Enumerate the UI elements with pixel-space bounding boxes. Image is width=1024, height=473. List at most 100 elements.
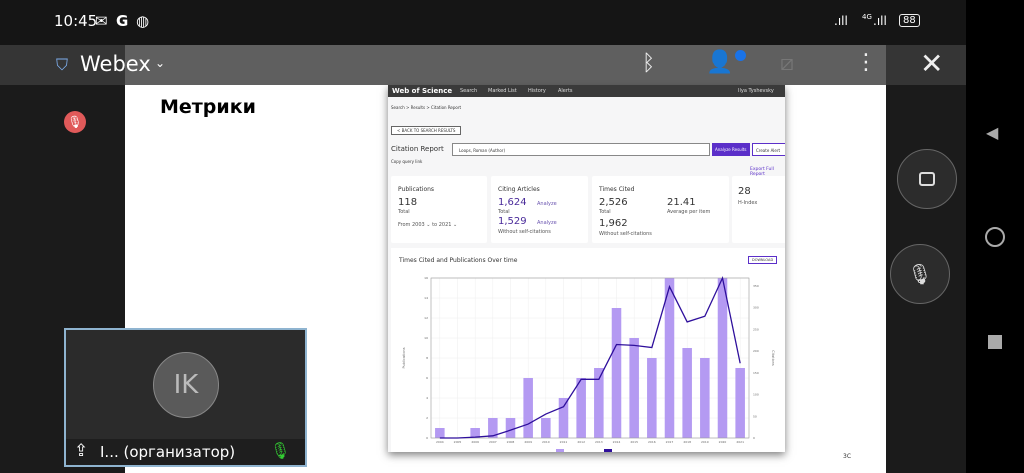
- copy-query-link[interactable]: Copy query link: [391, 159, 423, 164]
- signal-icon: .ıll: [834, 14, 848, 28]
- back-icon[interactable]: ◀: [986, 123, 999, 142]
- layout-button[interactable]: [897, 149, 957, 209]
- citing-articles-card: Citing Articles 1,624 Analyze Total 1,52…: [491, 176, 588, 243]
- citing-total[interactable]: 1,624: [498, 197, 527, 208]
- participant-name: I... (организатор): [100, 443, 236, 461]
- legend-swatch-bars: [556, 449, 564, 452]
- webex-toolbar: ⛉ Webex ⌄ ᛒ 👤 ⧄ ⋮ ✕: [0, 45, 966, 85]
- bar: [505, 418, 516, 438]
- y-tick-label: 12: [424, 316, 428, 320]
- home-icon[interactable]: [985, 227, 1005, 247]
- analyze-link[interactable]: Analyze: [537, 220, 557, 226]
- label: Average per item: [667, 209, 711, 215]
- wos-nav[interactable]: Marked List: [488, 88, 517, 94]
- bar: [576, 378, 586, 438]
- y2-tick-label: 300: [753, 306, 759, 310]
- wos-brand: Web of Science: [392, 87, 453, 95]
- y-tick-label: 10: [424, 336, 428, 340]
- avatar: IK: [153, 352, 219, 418]
- chart: 0 2 4 6 8 10 12 14 16 0 50 100 150 200 250 300 350 2004 20…: [402, 275, 775, 452]
- google-icon: G: [116, 12, 129, 30]
- x-tick-label: 2008: [507, 440, 515, 444]
- label: Total: [599, 209, 611, 215]
- x-tick-label: 2021: [736, 440, 744, 444]
- to-year[interactable]: 2021: [438, 222, 452, 228]
- citing-without-self[interactable]: 1,529: [498, 216, 527, 227]
- x-tick-label: 2013: [595, 440, 603, 444]
- analyze-link[interactable]: Analyze: [537, 201, 557, 207]
- wos-nav[interactable]: Search: [460, 88, 478, 94]
- year-range[interactable]: From 2003 ⌄ to 2021 ⌄: [398, 222, 458, 228]
- wos-nav[interactable]: Alerts: [558, 88, 573, 94]
- y-tick-label: 6: [426, 376, 428, 380]
- x-tick-label: 2016: [648, 440, 656, 444]
- bar: [664, 278, 675, 438]
- participant-tile[interactable]: IK ⇪ I... (организатор) 🎙: [64, 328, 307, 467]
- y-tick-label: 8: [426, 356, 428, 360]
- x-tick-label: 2007: [489, 440, 497, 444]
- label: H-Index: [738, 200, 758, 206]
- app-icon: ◍: [136, 12, 150, 30]
- analyze-results-button[interactable]: Analyze Results: [712, 143, 750, 156]
- label: Total: [398, 209, 410, 215]
- bar: [558, 398, 569, 438]
- app-title[interactable]: Webex: [80, 52, 151, 76]
- query-field[interactable]: Loops, Roman (Author): [452, 143, 710, 156]
- citations-line: [439, 275, 741, 439]
- x-tick-label: 2012: [577, 440, 585, 444]
- status-bar: 10:45 ✉ G ◍ .ıll 4G .ıll 88: [0, 0, 966, 45]
- video-off-icon[interactable]: ⧄: [780, 51, 794, 76]
- chevron-down-icon[interactable]: ⌄: [155, 56, 166, 70]
- y-axis-label: Publications: [402, 347, 406, 368]
- more-icon[interactable]: ⋮: [855, 50, 877, 75]
- bar: [682, 348, 692, 438]
- from-label: From: [398, 222, 411, 228]
- bar: [470, 428, 480, 438]
- participant-bar: ⇪ I... (организатор) 🎙: [66, 439, 305, 465]
- y2-tick-label: 50: [753, 414, 757, 418]
- create-alert-button[interactable]: Create Alert: [752, 143, 785, 156]
- y2-tick-label: 150: [753, 371, 759, 375]
- recents-icon[interactable]: [988, 335, 1002, 349]
- network-type: 4G: [862, 13, 872, 21]
- bar: [647, 358, 657, 438]
- plot-frame: [430, 277, 750, 439]
- back-button[interactable]: < BACK TO SEARCH RESULTS: [391, 126, 462, 135]
- bluetooth-icon[interactable]: ᛒ: [642, 51, 656, 76]
- participants-icon[interactable]: 👤: [706, 50, 734, 75]
- signal-icon-2: .ıll: [873, 14, 887, 28]
- wos-user[interactable]: Ilya Tyshevsky: [738, 88, 774, 94]
- bar: [435, 428, 445, 438]
- close-icon[interactable]: ✕: [920, 47, 944, 80]
- mute-icon: 🎙: [907, 262, 933, 286]
- share-icon[interactable]: ⇪: [74, 441, 89, 461]
- breadcrumb: Search > Results > Citation Report: [391, 105, 462, 110]
- bar: [629, 338, 639, 438]
- wos-nav[interactable]: History: [528, 88, 546, 94]
- y2-tick-label: 200: [753, 349, 759, 353]
- x-tick-label: 2015: [630, 440, 638, 444]
- bar: [700, 358, 710, 438]
- from-year[interactable]: 2003: [411, 222, 425, 228]
- export-full-report[interactable]: Export Full Report: [750, 167, 774, 177]
- times-cited-total: 2,526: [599, 197, 628, 208]
- y2-tick-label: 250: [753, 327, 759, 331]
- battery-icon: 88: [899, 14, 920, 27]
- x-tick-label: 2019: [701, 440, 709, 444]
- slide-footer: 3C: [843, 453, 852, 460]
- x-tick-label: 2020: [719, 440, 727, 444]
- mute-button[interactable]: 🎙: [890, 244, 950, 304]
- y-tick-label: 14: [424, 296, 428, 300]
- publications-value: 118: [398, 197, 418, 208]
- chart-title: Times Cited and Publications Over time: [399, 257, 518, 264]
- bar: [541, 418, 551, 438]
- legend-swatch-line: [604, 449, 612, 452]
- download-button[interactable]: DOWNLOAD: [748, 256, 778, 264]
- y2-tick-label: 100: [753, 393, 759, 397]
- x-tick-label: 2004: [436, 440, 444, 444]
- x-tick-label: 2014: [613, 440, 621, 444]
- times-cited-without-self: 1,962: [599, 218, 628, 229]
- bar: [523, 378, 533, 438]
- report-title: Citation Report: [391, 145, 444, 153]
- card-title: Times Cited: [599, 186, 635, 193]
